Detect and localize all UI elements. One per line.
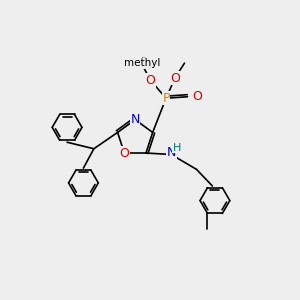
Text: P: P [162, 92, 170, 105]
Text: H: H [172, 143, 181, 153]
Text: methyl: methyl [141, 58, 146, 60]
Text: O: O [146, 74, 155, 87]
Text: methyl: methyl [124, 58, 160, 68]
Text: O: O [170, 71, 180, 85]
Text: N: N [167, 146, 176, 159]
Text: O: O [119, 146, 129, 160]
Text: methyl: methyl [142, 56, 147, 58]
Text: O: O [192, 90, 202, 103]
Text: N: N [130, 113, 140, 126]
